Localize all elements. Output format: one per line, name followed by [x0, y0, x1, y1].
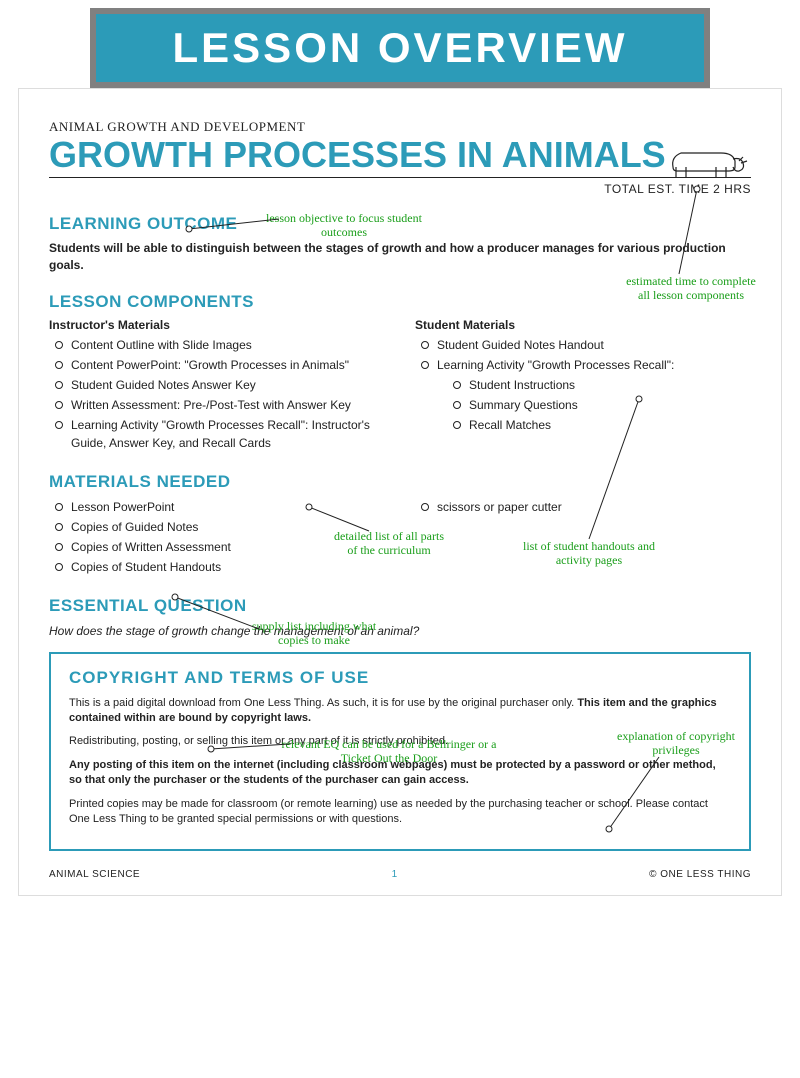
marker	[636, 396, 643, 403]
est-time: TOTAL EST. TIME 2 HRS	[49, 182, 751, 196]
category-text: ANIMAL GROWTH AND DEVELOPMENT	[49, 119, 751, 135]
materials-heading: MATERIALS NEEDED	[49, 472, 751, 492]
list-item: Lesson PowerPoint	[49, 498, 385, 516]
student-list: Student Guided Notes Handout Learning Ac…	[415, 336, 751, 434]
materials-left: Lesson PowerPoint Copies of Guided Notes…	[49, 498, 385, 578]
copyright-p1: This is a paid digital download from One…	[69, 696, 731, 727]
eq-heading: ESSENTIAL QUESTION	[49, 596, 751, 616]
student-sublist: Student Instructions Summary Questions R…	[447, 376, 751, 434]
marker	[606, 826, 613, 833]
materials-right-list: scissors or paper cutter	[415, 498, 751, 516]
cow-icon	[661, 139, 751, 179]
copyright-p2: Redistributing, posting, or selling this…	[69, 734, 731, 749]
copyright-p3: Any posting of this item on the internet…	[69, 758, 731, 789]
marker	[694, 186, 701, 193]
components-columns: Instructor's Materials Content Outline w…	[49, 318, 751, 454]
list-item: Copies of Written Assessment	[49, 538, 385, 556]
title-rule	[49, 177, 751, 178]
list-item: Content PowerPoint: "Growth Processes in…	[49, 356, 385, 374]
eq-text: How does the stage of growth change the …	[49, 624, 751, 638]
student-heading: Student Materials	[415, 318, 751, 332]
instructor-column: Instructor's Materials Content Outline w…	[49, 318, 385, 454]
copyright-box: COPYRIGHT AND TERMS OF USE This is a pai…	[49, 652, 751, 852]
list-item: Recall Matches	[447, 416, 751, 434]
learning-outcome-heading: LEARNING OUTCOME	[49, 214, 751, 234]
instructor-heading: Instructor's Materials	[49, 318, 385, 332]
list-item: Learning Activity "Growth Processes Reca…	[49, 416, 385, 452]
list-item: Summary Questions	[447, 396, 751, 414]
list-item: scissors or paper cutter	[415, 498, 751, 516]
main-title: GROWTH PROCESSES IN ANIMALS	[49, 137, 751, 173]
banner-title: LESSON OVERVIEW	[96, 24, 704, 72]
banner: LESSON OVERVIEW	[90, 8, 710, 88]
list-item: Student Guided Notes Handout	[415, 336, 751, 354]
list-item: Learning Activity "Growth Processes Reca…	[415, 356, 751, 434]
list-item: Copies of Student Handouts	[49, 558, 385, 576]
list-item: Content Outline with Slide Images	[49, 336, 385, 354]
footer-page-num: 1	[392, 869, 398, 880]
marker	[208, 746, 215, 753]
marker	[306, 504, 313, 511]
materials-right: scissors or paper cutter	[415, 498, 751, 578]
materials-left-list: Lesson PowerPoint Copies of Guided Notes…	[49, 498, 385, 576]
list-item: Copies of Guided Notes	[49, 518, 385, 536]
list-item: Student Guided Notes Answer Key	[49, 376, 385, 394]
materials-columns: Lesson PowerPoint Copies of Guided Notes…	[49, 498, 751, 578]
list-item: Student Instructions	[447, 376, 751, 394]
footer-left: ANIMAL SCIENCE	[49, 869, 140, 880]
lesson-components-heading: LESSON COMPONENTS	[49, 292, 751, 312]
student-column: Student Materials Student Guided Notes H…	[415, 318, 751, 454]
marker	[172, 594, 179, 601]
marker	[186, 226, 193, 233]
footer-right: © ONE LESS THING	[649, 869, 751, 880]
list-item: Written Assessment: Pre-/Post-Test with …	[49, 396, 385, 414]
page-footer: ANIMAL SCIENCE 1 © ONE LESS THING	[49, 869, 751, 880]
copyright-heading: COPYRIGHT AND TERMS OF USE	[69, 668, 731, 688]
document-page: ANIMAL GROWTH AND DEVELOPMENT GROWTH PRO…	[18, 88, 782, 896]
copyright-p4: Printed copies may be made for classroom…	[69, 797, 731, 828]
learning-outcome-text: Students will be able to distinguish bet…	[49, 240, 751, 274]
instructor-list: Content Outline with Slide Images Conten…	[49, 336, 385, 452]
